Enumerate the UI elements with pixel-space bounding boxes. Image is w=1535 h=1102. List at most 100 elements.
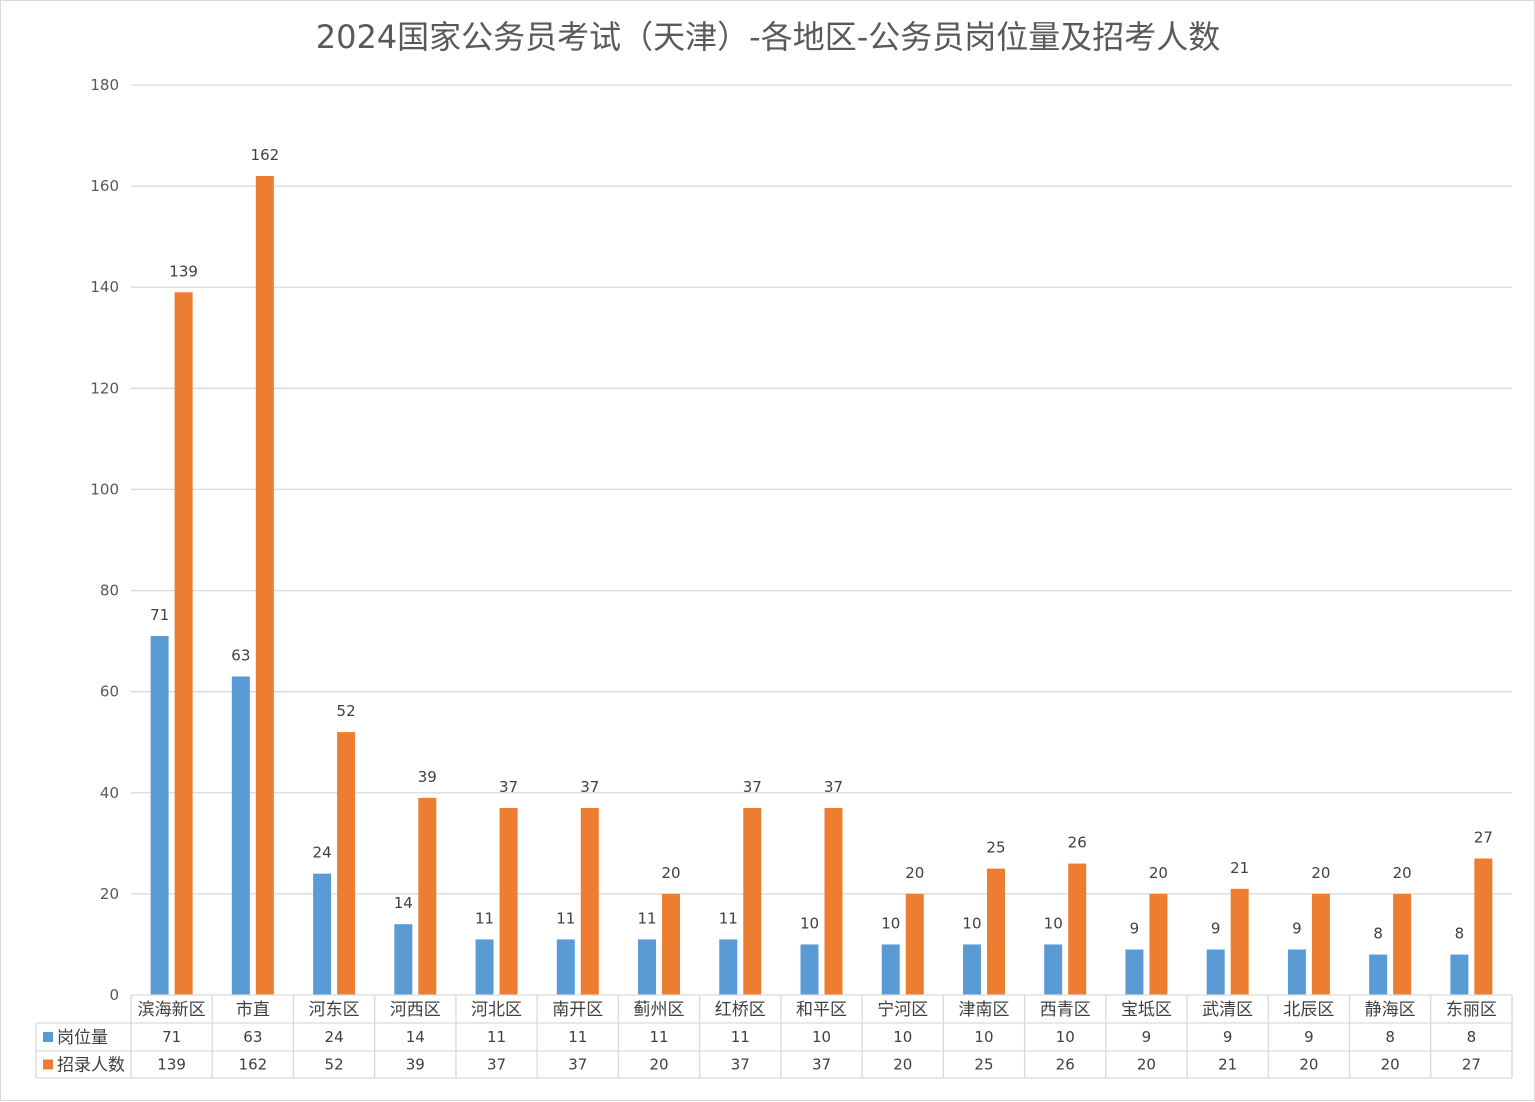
data-label: 26 bbox=[1068, 834, 1087, 852]
data-table: 滨海新区 市直 河东区 河西区 河北区 南开区 蓟州区 红桥区 和平区 宁河区 津南区 西青区 宝坻区 武… bbox=[35, 994, 1513, 1079]
bar-series1 bbox=[313, 873, 332, 995]
x-category-label: 河东区 bbox=[309, 1000, 360, 1020]
bar-series1 bbox=[962, 944, 981, 995]
data-label: 39 bbox=[418, 768, 437, 786]
data-label: 9 bbox=[1292, 920, 1302, 938]
data-label: 9 bbox=[1211, 920, 1221, 938]
table-cell: 26 bbox=[1056, 1056, 1075, 1074]
bar-series1 bbox=[1450, 954, 1469, 995]
bar-series2 bbox=[662, 893, 681, 995]
table-cell: 8 bbox=[1467, 1028, 1477, 1046]
bar-series1 bbox=[1044, 944, 1063, 995]
data-label: 37 bbox=[743, 778, 762, 796]
bar-series1 bbox=[556, 939, 575, 995]
data-label: 9 bbox=[1130, 920, 1140, 938]
bar-series1 bbox=[475, 939, 494, 995]
table-cell: 11 bbox=[731, 1028, 750, 1046]
bar-series2 bbox=[1393, 893, 1412, 995]
bar-series2 bbox=[1311, 893, 1330, 995]
bars bbox=[150, 176, 1493, 995]
data-label: 14 bbox=[394, 894, 413, 912]
bar-series2 bbox=[499, 807, 518, 995]
table-cell: 24 bbox=[325, 1028, 344, 1046]
data-label: 11 bbox=[556, 909, 575, 927]
data-label: 139 bbox=[169, 262, 198, 280]
bar-series1 bbox=[800, 944, 819, 995]
x-category-label: 红桥区 bbox=[715, 1000, 766, 1020]
x-category-label: 和平区 bbox=[796, 1000, 847, 1020]
table-cell: 9 bbox=[1223, 1028, 1233, 1046]
x-category-label: 河北区 bbox=[471, 1000, 522, 1020]
table-cell: 20 bbox=[1137, 1056, 1156, 1074]
data-label: 37 bbox=[824, 778, 843, 796]
data-label: 20 bbox=[1149, 864, 1168, 882]
table-cell: 8 bbox=[1385, 1028, 1395, 1046]
x-category-label: 河西区 bbox=[390, 1000, 441, 1020]
x-category-label: 静海区 bbox=[1365, 1000, 1416, 1020]
x-category-label: 滨海新区 bbox=[138, 1000, 206, 1020]
table-cell: 20 bbox=[1299, 1056, 1318, 1074]
legend-swatch bbox=[43, 1032, 53, 1042]
data-label: 37 bbox=[580, 778, 599, 796]
x-category-label: 武清区 bbox=[1202, 1000, 1253, 1020]
data-labels: 71 139 63 162 24 52 14 39 11 37 11 37 11 20 11 37 10 37 10… bbox=[150, 146, 1493, 943]
data-label: 11 bbox=[637, 909, 656, 927]
data-label: 20 bbox=[1393, 864, 1412, 882]
table-cell: 10 bbox=[812, 1028, 831, 1046]
data-label: 24 bbox=[313, 844, 332, 862]
data-label: 11 bbox=[475, 909, 494, 927]
data-label: 63 bbox=[231, 647, 250, 665]
table-cell: 9 bbox=[1304, 1028, 1314, 1046]
bar-series2 bbox=[1149, 893, 1168, 995]
data-label: 52 bbox=[337, 702, 356, 720]
table-cell: 52 bbox=[325, 1056, 344, 1074]
y-tick-label: 20 bbox=[100, 885, 119, 903]
bar-series2 bbox=[580, 807, 599, 995]
data-label: 71 bbox=[150, 606, 169, 624]
table-cell: 162 bbox=[239, 1056, 268, 1074]
y-tick-label: 0 bbox=[109, 986, 119, 1004]
table-cell: 37 bbox=[487, 1056, 506, 1074]
y-tick-label: 80 bbox=[100, 582, 119, 600]
table-cell: 10 bbox=[974, 1028, 993, 1046]
data-label: 25 bbox=[986, 839, 1005, 857]
table-cell: 71 bbox=[162, 1028, 181, 1046]
bar-series1 bbox=[150, 636, 169, 995]
y-tick-label: 40 bbox=[100, 784, 119, 802]
bar-series1 bbox=[394, 924, 413, 995]
y-tick-label: 140 bbox=[90, 278, 119, 296]
legend-label: 岗位量 bbox=[57, 1028, 108, 1048]
data-label: 20 bbox=[1311, 864, 1330, 882]
bar-series2 bbox=[255, 176, 274, 995]
data-label: 10 bbox=[881, 914, 900, 932]
table-cell: 63 bbox=[243, 1028, 262, 1046]
table-cell: 9 bbox=[1142, 1028, 1152, 1046]
table-cell: 37 bbox=[812, 1056, 831, 1074]
data-label: 10 bbox=[1044, 914, 1063, 932]
data-label: 10 bbox=[962, 914, 981, 932]
y-tick-label: 160 bbox=[90, 177, 119, 195]
data-label: 162 bbox=[251, 146, 280, 164]
bar-series1 bbox=[1206, 949, 1225, 995]
data-label: 10 bbox=[800, 914, 819, 932]
x-category-label: 蓟州区 bbox=[634, 1000, 685, 1020]
bar-series2 bbox=[1474, 858, 1493, 995]
legend-label: 招录人数 bbox=[57, 1056, 125, 1076]
bar-series2 bbox=[1230, 888, 1249, 995]
chart-title: 2024国家公务员考试（天津）-各地区-公务员岗位量及招考人数 bbox=[316, 18, 1221, 56]
table-cell: 27 bbox=[1462, 1056, 1481, 1074]
data-label: 20 bbox=[905, 864, 924, 882]
data-label: 8 bbox=[1373, 925, 1383, 943]
data-label: 20 bbox=[661, 864, 680, 882]
x-category-label: 北辰区 bbox=[1283, 1000, 1334, 1020]
bar-series2 bbox=[743, 807, 762, 995]
data-label: 37 bbox=[499, 778, 518, 796]
y-tick-label: 100 bbox=[90, 480, 119, 498]
x-category-label: 市直 bbox=[236, 1000, 270, 1020]
bar-series2 bbox=[905, 893, 924, 995]
table-cell: 37 bbox=[731, 1056, 750, 1074]
table-cell: 11 bbox=[649, 1028, 668, 1046]
table-cell: 21 bbox=[1218, 1056, 1237, 1074]
